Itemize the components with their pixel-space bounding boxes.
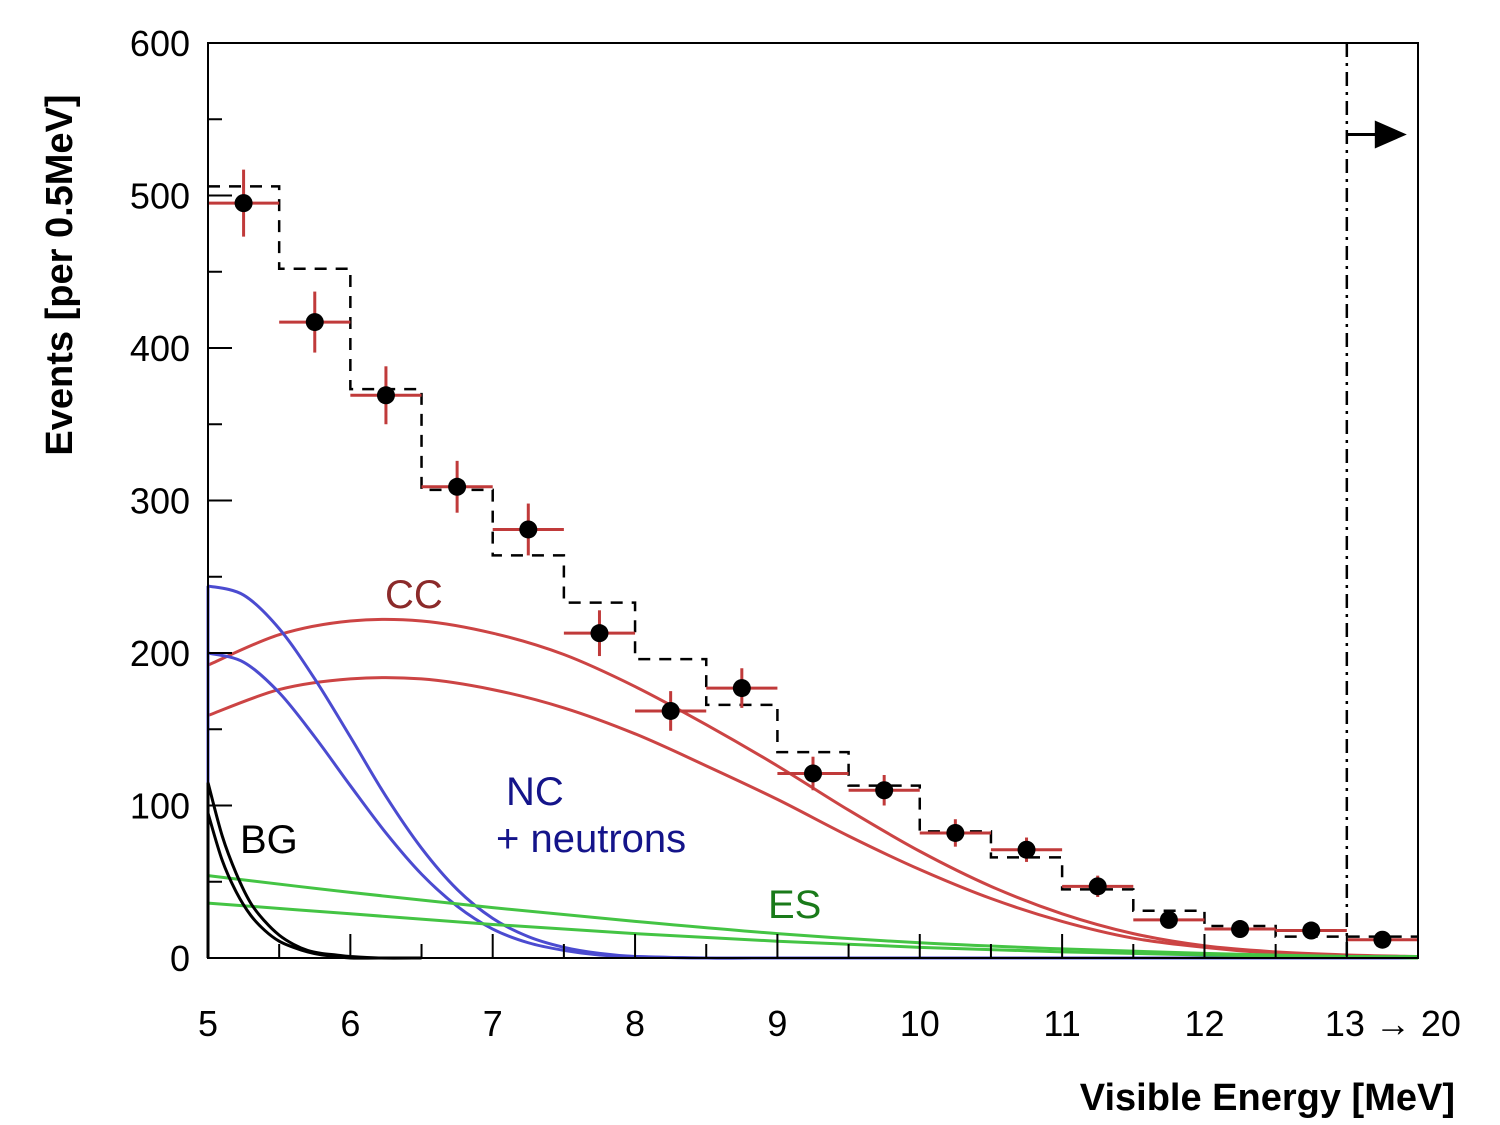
y-tick-label: 500 — [130, 176, 190, 217]
data-point — [305, 313, 324, 332]
x-tick-label: 10 — [900, 1003, 940, 1044]
x-tick-label: 6 — [340, 1003, 360, 1044]
x-tick-label: 12 — [1184, 1003, 1224, 1044]
x-tick-labels: 5 6 7 8 9 10 11 12 13 → 20 — [198, 1003, 1461, 1044]
bg-label: BG — [240, 818, 298, 862]
cc-label: CC — [385, 573, 443, 617]
threshold-arrow-head — [1374, 120, 1407, 149]
threshold-marker — [1345, 43, 1407, 958]
nc-label: NC — [506, 770, 564, 814]
data-point — [1088, 877, 1107, 896]
y-tick-label: 200 — [130, 633, 190, 674]
y-tick-label: 0 — [170, 938, 190, 979]
y-tick-label: 300 — [130, 481, 190, 522]
data-point — [1159, 910, 1178, 929]
data-points — [208, 169, 1418, 949]
data-point — [661, 701, 680, 720]
x-tick-label: 8 — [625, 1003, 645, 1044]
expectation-histogram — [208, 185, 1418, 938]
x-tick-label: 9 — [767, 1003, 787, 1044]
cc-lower-curve — [207, 676, 1419, 959]
y-tick-label: 600 — [130, 23, 190, 64]
bg-curve — [206, 782, 422, 960]
x-tick-label: 7 — [483, 1003, 503, 1044]
x-axis-title: Visible Energy [MeV] — [1080, 1077, 1455, 1119]
y-tick-labels: 0 100 200 300 400 500 600 — [130, 23, 190, 979]
data-point — [1231, 920, 1250, 939]
data-point — [519, 520, 538, 539]
expectation-step-line — [208, 185, 1418, 938]
y-tick-label: 400 — [130, 328, 190, 369]
axis-ticks — [207, 42, 1348, 959]
x-tick-label: 5 — [198, 1003, 218, 1044]
nc-neutrons-label: + neutrons — [496, 817, 686, 861]
x-tick-label: 13 → 20 — [1325, 1003, 1461, 1044]
data-point — [1302, 921, 1321, 940]
data-point — [376, 386, 395, 405]
data-point — [804, 764, 822, 783]
y-axis-title: Events [per 0.5MeV] — [39, 94, 81, 455]
es-label: ES — [768, 883, 821, 927]
data-point — [234, 194, 253, 213]
x-tick-label: 11 — [1043, 1003, 1080, 1044]
data-point — [448, 477, 467, 496]
data-point — [590, 624, 609, 643]
es-lower-curve — [207, 901, 1419, 960]
data-point — [875, 781, 894, 800]
data-point — [1373, 930, 1392, 949]
y-tick-label: 100 — [130, 786, 190, 827]
data-point — [1017, 840, 1036, 859]
data-point — [946, 823, 965, 842]
plot-frame — [207, 42, 1419, 959]
data-point — [732, 679, 751, 698]
